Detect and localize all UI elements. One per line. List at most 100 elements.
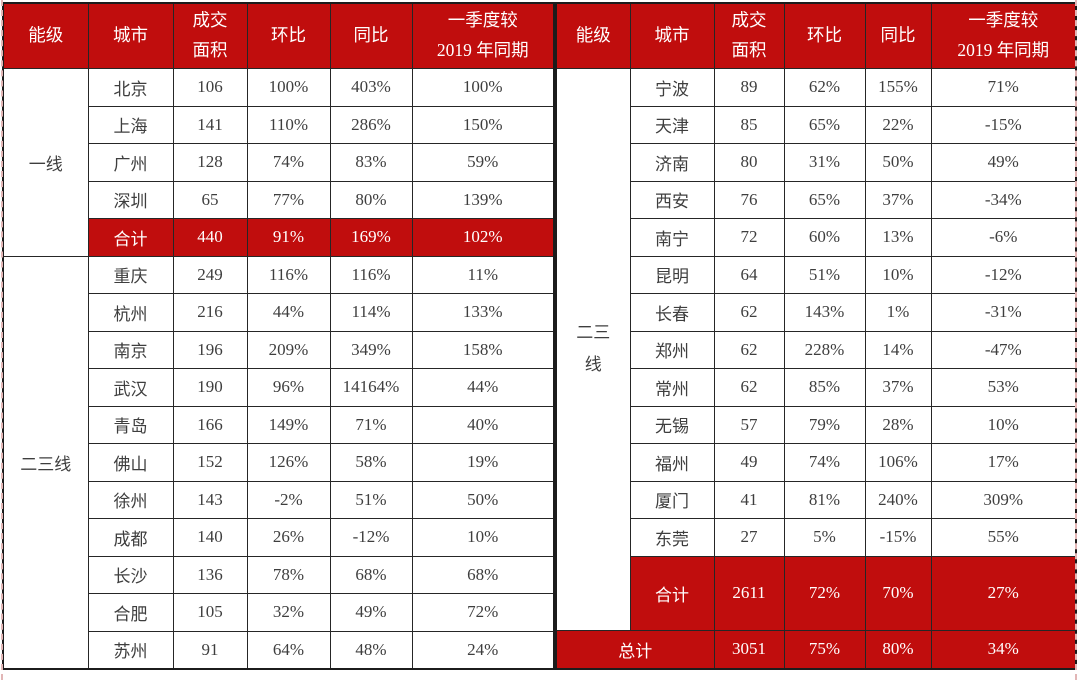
header-vs2019-line2: 2019 年同期 <box>957 40 1050 60</box>
cell-area: 141 <box>172 105 248 144</box>
cell-mom: 79% <box>783 405 866 444</box>
cell-vs2019: 68% <box>411 555 555 594</box>
tier23-level-cell: 二三线 <box>555 68 631 631</box>
left-table: 能级 城市 成交 面积 环比 同比 一季度较 2019 年同期 一线 北京 <box>2 2 555 670</box>
table-row: 一线 北京 106 100% 403% 100% <box>2 68 555 257</box>
header-area-line2: 面积 <box>192 40 228 60</box>
cell-yoy: 116% <box>329 255 413 294</box>
cell-yoy: 349% <box>329 330 413 369</box>
table-row: 苏州 91 64% 48% 24% <box>3 630 555 670</box>
cell-area: 57 <box>713 405 785 444</box>
cell-yoy: 114% <box>329 293 413 332</box>
cell-mom: 51% <box>783 255 866 294</box>
cell-city: 杭州 <box>87 293 174 332</box>
header-area: 成交 面积 <box>713 2 785 69</box>
cell-mom: 64% <box>246 630 331 670</box>
cell-vs2019: -47% <box>930 330 1077 369</box>
cell-mom: 149% <box>246 405 331 444</box>
table-row: 杭州 216 44% 114% 133% <box>3 293 555 332</box>
table-row: 东莞 27 5% -15% 55% <box>556 518 1077 557</box>
cell-yoy: 22% <box>864 105 932 144</box>
table-row: 武汉 190 96% 14164% 44% <box>3 368 555 407</box>
table-row: 厦门 41 81% 240% 309% <box>556 480 1077 519</box>
cell-mom: 126% <box>246 443 331 482</box>
cell-area: 440 <box>172 218 248 257</box>
cell-yoy: 37% <box>864 368 932 407</box>
header-mom: 环比 <box>783 2 866 69</box>
grand-total-label: 总计 <box>555 629 715 669</box>
tier23-level-label: 二三线 <box>576 322 611 375</box>
cell-area: 106 <box>172 68 248 107</box>
cell-city: 北京 <box>87 68 174 107</box>
table-row: 西安 76 65% 37% -34% <box>556 180 1077 219</box>
table-row: 合肥 105 32% 49% 72% <box>3 593 555 632</box>
cell-yoy: 403% <box>329 68 413 107</box>
cell-vs2019: 19% <box>411 443 555 482</box>
cell-area: 62 <box>713 330 785 369</box>
cell-area: 143 <box>172 480 248 519</box>
cell-yoy: 80% <box>864 629 932 669</box>
header-yoy: 同比 <box>864 2 932 69</box>
cell-vs2019: 71% <box>930 68 1077 107</box>
cell-mom: 100% <box>246 68 331 107</box>
table-row: 徐州 143 -2% 51% 50% <box>3 480 555 519</box>
cell-yoy: 155% <box>864 68 932 107</box>
tier1-level-cell: 一线 <box>2 68 89 257</box>
table-row: 南宁 72 60% 13% -6% <box>556 218 1077 257</box>
cell-vs2019: 158% <box>411 330 555 369</box>
header-yoy: 同比 <box>329 2 413 69</box>
header-vs2019: 一季度较 2019 年同期 <box>411 2 555 69</box>
cell-vs2019: 55% <box>930 518 1077 557</box>
cell-city: 西安 <box>629 180 715 219</box>
cell-yoy: -12% <box>329 518 413 557</box>
cell-mom: 143% <box>783 293 866 332</box>
cell-city: 广州 <box>87 143 174 182</box>
header-vs2019-line1: 一季度较 <box>968 10 1039 31</box>
header-level: 能级 <box>555 2 631 69</box>
cell-city: 佛山 <box>87 443 174 482</box>
cell-yoy: 37% <box>864 180 932 219</box>
cell-area: 65 <box>172 180 248 219</box>
cell-area: 72 <box>713 218 785 257</box>
grand-total-row: 总计 3051 75% 80% 34% <box>555 629 1077 669</box>
cell-area: 89 <box>713 68 785 107</box>
cell-city: 青岛 <box>87 405 174 444</box>
cell-city: 长春 <box>629 293 715 332</box>
cell-city: 深圳 <box>87 180 174 219</box>
cell-mom: 74% <box>783 443 866 482</box>
cell-city: 成都 <box>87 518 174 557</box>
cell-vs2019: -31% <box>930 293 1077 332</box>
cell-yoy: 49% <box>329 593 413 632</box>
table-row: 福州 49 74% 106% 17% <box>556 443 1077 482</box>
cell-mom: -2% <box>246 480 331 519</box>
cell-vs2019: 10% <box>930 405 1077 444</box>
cell-mom: 65% <box>783 180 866 219</box>
right-table: 能级 城市 成交 面积 环比 同比 一季度较 2019 年同期 二三线 <box>555 2 1077 670</box>
cell-vs2019: 49% <box>930 143 1077 182</box>
total-label: 合计 <box>87 218 174 257</box>
cell-vs2019: 59% <box>411 143 555 182</box>
cell-vs2019: 72% <box>411 593 555 632</box>
cell-mom: 26% <box>246 518 331 557</box>
cell-yoy: 48% <box>329 630 413 670</box>
cell-city: 宁波 <box>629 68 715 107</box>
table-row: 南京 196 209% 349% 158% <box>3 330 555 369</box>
cell-city: 南宁 <box>629 218 715 257</box>
cell-yoy: 286% <box>329 105 413 144</box>
cell-vs2019: 27% <box>930 555 1077 631</box>
table-row: 郑州 62 228% 14% -47% <box>556 330 1077 369</box>
cell-vs2019: 10% <box>411 518 555 557</box>
cell-yoy: -15% <box>864 518 932 557</box>
cell-city: 厦门 <box>629 480 715 519</box>
cell-area: 249 <box>172 255 248 294</box>
cell-area: 136 <box>172 555 248 594</box>
cell-mom: 228% <box>783 330 866 369</box>
cell-area: 76 <box>713 180 785 219</box>
cell-area: 196 <box>172 330 248 369</box>
cell-area: 190 <box>172 368 248 407</box>
cell-mom: 110% <box>246 105 331 144</box>
cell-vs2019: 309% <box>930 480 1077 519</box>
cell-yoy: 106% <box>864 443 932 482</box>
cell-city: 苏州 <box>87 630 174 670</box>
